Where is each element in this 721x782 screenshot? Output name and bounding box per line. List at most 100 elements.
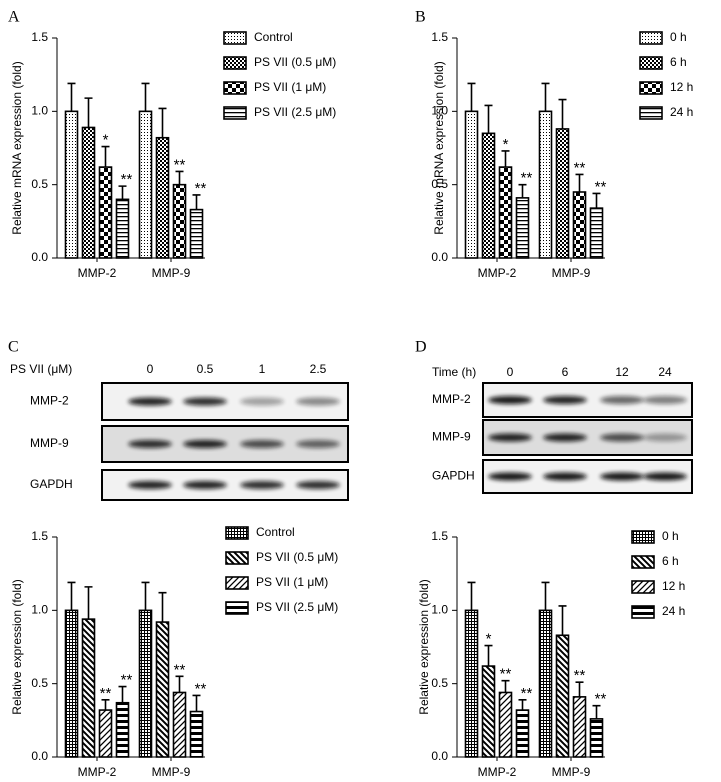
x-tick-label: MMP-9	[552, 266, 591, 280]
blot-band	[296, 440, 340, 448]
legend-swatch	[639, 81, 663, 95]
bar	[189, 710, 204, 758]
significance: *	[103, 132, 109, 149]
legend-label: 0 h	[662, 529, 679, 543]
x-tick-label: MMP-2	[478, 266, 517, 280]
legend-label: 0 h	[670, 30, 687, 44]
y-tick-label: 1.5	[31, 529, 48, 543]
bar	[64, 609, 79, 758]
error-bar	[575, 173, 584, 192]
legend-swatch	[631, 530, 655, 544]
bar	[189, 208, 204, 259]
blot-band	[128, 440, 172, 448]
panel-label: B	[415, 9, 426, 26]
blot-band	[128, 481, 172, 489]
blot-band	[488, 396, 532, 404]
legend-label: PS VII (2.5 μM)	[256, 600, 338, 614]
error-bar	[141, 581, 150, 611]
error-bar	[558, 605, 567, 636]
blot-band	[296, 397, 340, 406]
legend-swatch	[225, 551, 249, 565]
error-bar	[518, 183, 527, 198]
error-bar	[101, 699, 110, 711]
error-bar	[67, 82, 76, 112]
bar	[481, 665, 496, 758]
row-label: MMP-2	[30, 394, 69, 408]
panel-label: C	[8, 339, 19, 356]
significance: **	[195, 180, 207, 197]
error-bar	[484, 104, 493, 134]
blot-band	[600, 396, 644, 404]
bar	[572, 191, 587, 259]
legend-label: 12 h	[662, 579, 685, 593]
legend-swatch	[639, 31, 663, 45]
bar	[538, 110, 553, 259]
bar	[98, 166, 113, 259]
significance: **	[574, 667, 586, 684]
bar	[172, 183, 187, 259]
blot-band	[240, 397, 284, 406]
blot-band	[240, 481, 284, 489]
row-label: MMP-2	[432, 392, 471, 406]
panel-label: D	[415, 339, 427, 356]
significance: **	[521, 170, 533, 187]
blot-band	[643, 433, 687, 442]
legend-label: Control	[254, 30, 293, 44]
blot-band	[643, 472, 687, 481]
bar	[464, 110, 479, 259]
lane-label: 2.5	[310, 362, 327, 376]
y-tick-label: 1.0	[31, 104, 48, 118]
y-tick-label: 1.5	[431, 30, 448, 44]
y-axis-label: Relative mRNA expression (fold)	[432, 61, 446, 234]
y-tick-label: 1.0	[31, 603, 48, 617]
significance: **	[500, 666, 512, 683]
y-tick-label: 0.5	[31, 177, 48, 191]
bar	[138, 110, 153, 259]
error-bar	[192, 194, 201, 210]
bar	[81, 126, 96, 259]
row-label: MMP-9	[30, 436, 69, 450]
y-tick-label: 0.0	[431, 250, 448, 264]
error-bar	[501, 150, 510, 168]
legend-label: 24 h	[662, 604, 685, 618]
error-bar	[192, 694, 201, 712]
lane-label: 12	[615, 365, 629, 379]
bar	[498, 691, 513, 758]
error-bar	[118, 685, 127, 703]
bar	[81, 618, 96, 758]
bar	[555, 634, 570, 758]
x-tick-label: MMP-2	[78, 266, 117, 280]
y-tick-label: 0.5	[31, 676, 48, 690]
significance: **	[195, 680, 207, 697]
bar	[64, 110, 79, 259]
bar	[464, 609, 479, 758]
blot-band	[128, 397, 172, 406]
error-bar	[84, 586, 93, 620]
bar	[98, 709, 113, 758]
y-tick-label: 0.0	[31, 749, 48, 763]
error-bar	[101, 145, 110, 168]
bar	[572, 696, 587, 758]
legend-swatch	[631, 580, 655, 594]
legend-swatch	[223, 81, 247, 95]
error-bar	[518, 699, 527, 711]
row-label: GAPDH	[432, 469, 475, 483]
legend-label: PS VII (1 μM)	[254, 80, 326, 94]
error-bar	[67, 581, 76, 611]
y-tick-label: 0.0	[31, 250, 48, 264]
error-bar	[175, 675, 184, 693]
legend-swatch	[631, 605, 655, 619]
error-bar	[158, 107, 167, 138]
lane-label: 0	[507, 365, 514, 379]
error-bar	[175, 170, 184, 185]
bar	[155, 621, 170, 758]
error-bar	[541, 581, 550, 611]
blot-band	[296, 481, 340, 489]
blot-band	[543, 472, 587, 481]
y-tick-label: 1.5	[31, 30, 48, 44]
blot-band	[600, 433, 644, 442]
y-tick-label: 0.5	[431, 177, 448, 191]
blot-band	[183, 481, 227, 489]
error-bar	[141, 82, 150, 112]
